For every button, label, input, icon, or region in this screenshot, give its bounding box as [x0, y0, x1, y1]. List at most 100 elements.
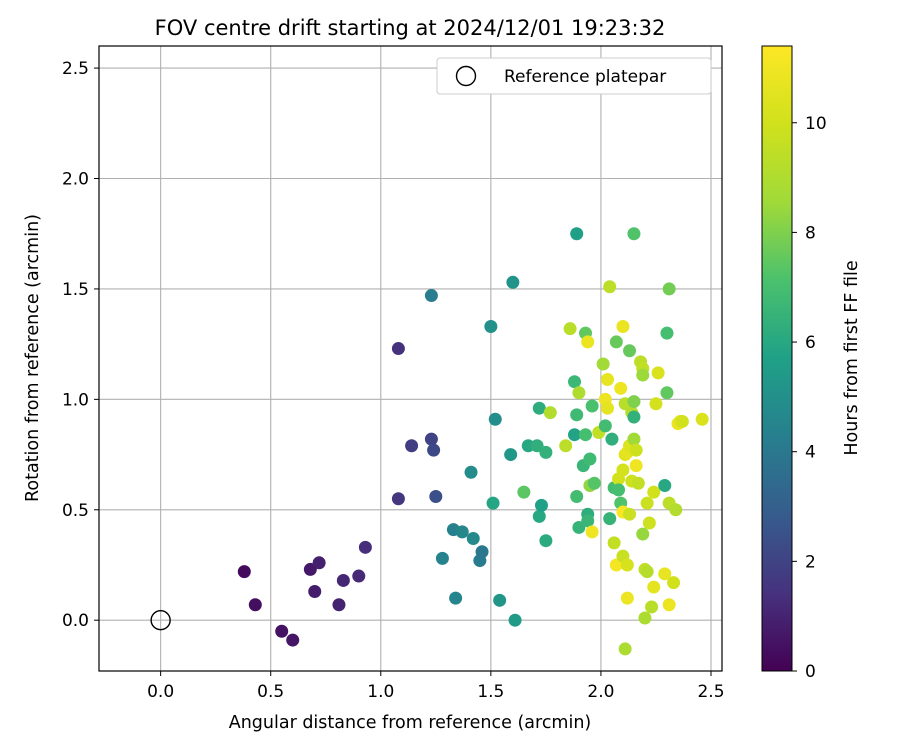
data-point	[675, 414, 689, 428]
data-point	[286, 633, 300, 647]
data-point	[640, 496, 654, 510]
data-point	[695, 412, 709, 426]
data-point	[570, 408, 584, 422]
data-point	[312, 556, 326, 570]
data-point	[572, 386, 586, 400]
data-point	[609, 558, 623, 572]
colorbar: 0 2 4 6 8 10 Hours from first FF file	[761, 45, 862, 682]
data-point	[627, 410, 641, 424]
data-point	[649, 397, 663, 411]
data-point	[620, 591, 634, 605]
data-point	[429, 490, 443, 504]
data-point	[308, 584, 322, 598]
data-point	[570, 490, 584, 504]
data-point	[570, 227, 584, 241]
data-point	[603, 280, 617, 294]
x-tick-label: 2.5	[697, 682, 724, 702]
data-point	[596, 357, 610, 371]
data-point	[629, 443, 643, 457]
data-point	[658, 478, 672, 492]
data-point	[449, 591, 463, 605]
data-point	[424, 432, 438, 446]
data-point	[616, 463, 630, 477]
data-point	[568, 428, 582, 442]
data-point	[623, 507, 637, 521]
points-layer	[237, 227, 709, 656]
x-axis: 0.0 0.5 1.0 1.5 2.0 2.5	[147, 671, 725, 702]
data-point	[581, 514, 595, 528]
data-point	[618, 642, 632, 656]
x-tick-label: 1.5	[477, 682, 504, 702]
data-point	[662, 598, 676, 612]
data-point	[559, 439, 573, 453]
data-point	[581, 335, 595, 349]
data-point	[504, 448, 518, 462]
data-point	[647, 580, 661, 594]
data-point	[616, 319, 630, 333]
data-point	[563, 322, 577, 336]
y-tick-label: 0.5	[62, 501, 89, 521]
colorbar-tick-label: 8	[805, 223, 816, 243]
legend-box	[436, 57, 712, 95]
data-point	[623, 344, 637, 358]
data-point	[647, 485, 661, 499]
data-point	[609, 335, 623, 349]
data-point	[352, 569, 366, 583]
data-point	[631, 476, 645, 490]
data-point	[517, 485, 531, 499]
x-axis-label: Angular distance from reference (arcmin)	[229, 713, 592, 733]
chart-title: FOV centre drift starting at 2024/12/01 …	[155, 16, 666, 40]
data-point	[605, 432, 619, 446]
colorbar-ticks: 0 2 4 6 8 10	[792, 114, 827, 682]
data-point	[658, 567, 672, 581]
data-point	[539, 445, 553, 459]
data-point	[627, 432, 641, 446]
colorbar-tick-label: 2	[805, 552, 816, 572]
data-point	[585, 525, 599, 539]
colorbar-gradient	[761, 45, 793, 672]
data-point	[405, 439, 419, 453]
data-point	[603, 512, 617, 526]
data-point	[543, 406, 557, 420]
data-point	[332, 598, 346, 612]
data-point	[484, 319, 498, 333]
data-point	[669, 503, 683, 517]
data-point	[275, 624, 289, 638]
data-point	[620, 558, 634, 572]
data-point	[636, 527, 650, 541]
data-point	[651, 366, 665, 380]
data-point	[455, 525, 469, 539]
y-tick-label: 1.5	[62, 280, 89, 300]
data-point	[572, 520, 586, 534]
data-point	[530, 439, 544, 453]
data-point	[532, 401, 546, 415]
colorbar-tick-label: 10	[805, 114, 827, 134]
legend-entry-reference: Reference platepar	[504, 67, 666, 87]
data-point	[248, 598, 262, 612]
data-point	[466, 531, 480, 545]
data-point	[614, 381, 628, 395]
data-point	[627, 227, 641, 241]
data-point	[601, 372, 615, 386]
data-point	[598, 419, 612, 433]
y-axis: 0.0 0.5 1.0 1.5 2.0 2.5	[62, 59, 99, 631]
y-tick-label: 2.5	[62, 59, 89, 79]
data-point	[660, 386, 674, 400]
plot-frame	[98, 45, 723, 672]
y-tick-label: 0.0	[62, 611, 89, 631]
data-point	[391, 492, 405, 506]
x-tick-label: 2.0	[587, 682, 614, 702]
data-point	[534, 498, 548, 512]
colorbar-tick-label: 4	[805, 443, 816, 463]
data-point	[583, 452, 597, 466]
data-point	[636, 368, 650, 382]
grid	[99, 46, 722, 671]
y-axis-label: Rotation from reference (arcmin)	[23, 214, 43, 502]
data-point	[427, 443, 441, 457]
data-point	[585, 399, 599, 413]
data-point	[424, 289, 438, 303]
y-tick-label: 1.0	[62, 390, 89, 410]
data-point	[579, 428, 593, 442]
data-point	[336, 573, 350, 587]
